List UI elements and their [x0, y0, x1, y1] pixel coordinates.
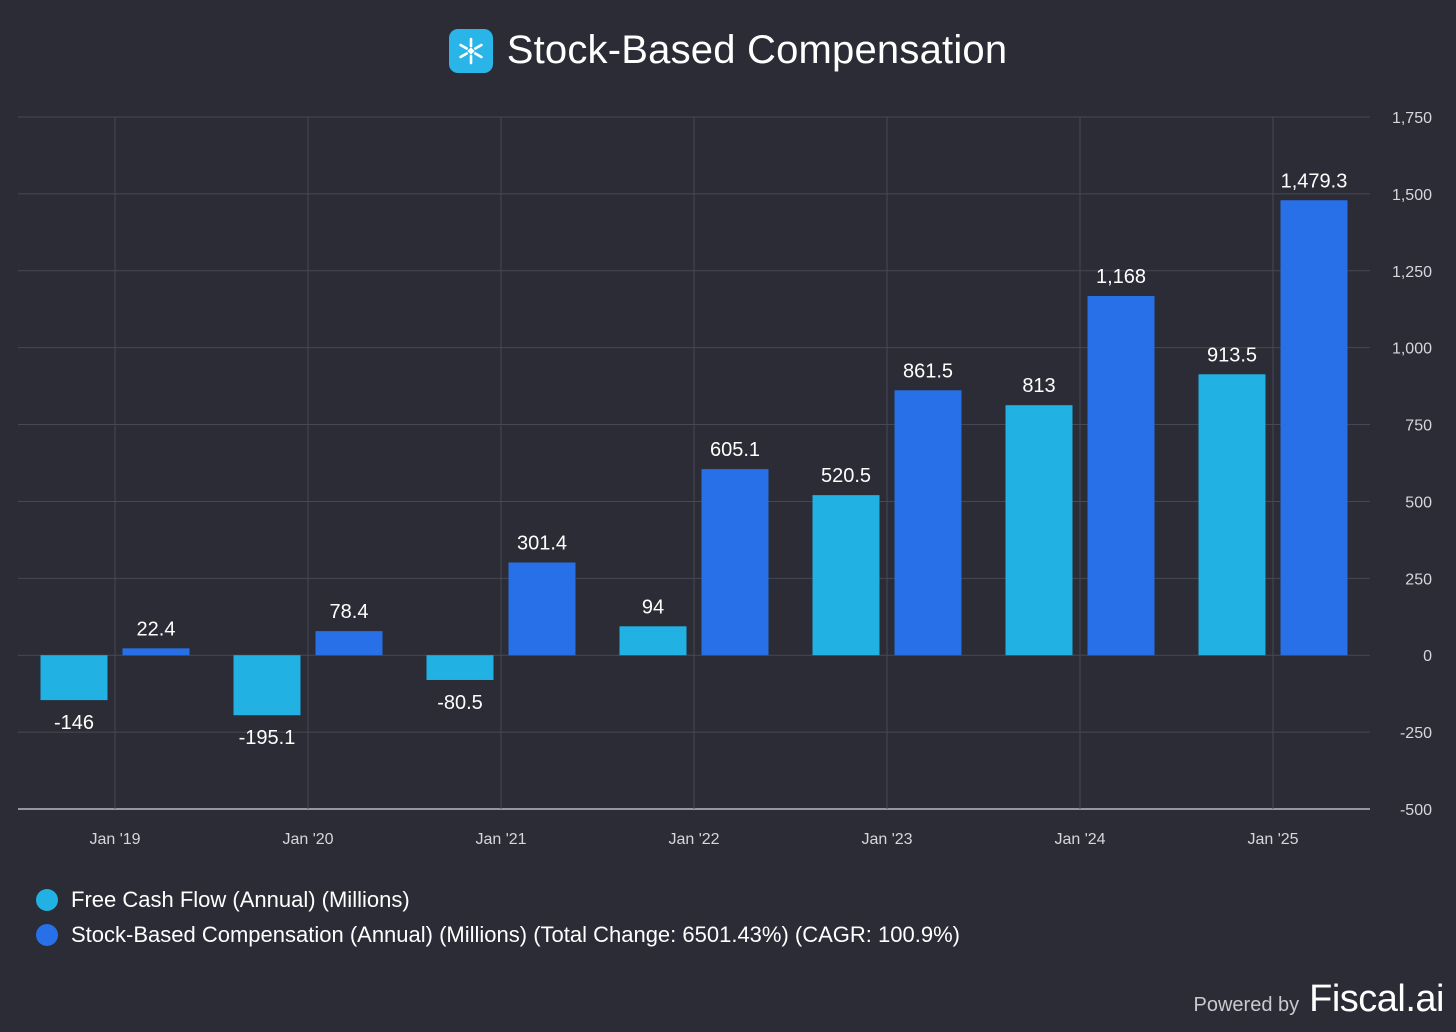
x-tick-label: Jan '25: [1247, 831, 1298, 848]
brand-logo-text: Fiscal.ai: [1309, 978, 1444, 1020]
y-tick-label: 1,500: [1392, 187, 1432, 204]
legend-item-free-cash-flow[interactable]: Free Cash Flow (Annual) (Millions): [36, 882, 960, 917]
bar-stock-based-compensation: [1280, 200, 1348, 656]
x-tick-label: Jan '21: [475, 831, 526, 848]
data-label: 94: [642, 596, 664, 618]
powered-by-footer[interactable]: Powered by Fiscal.ai: [1194, 978, 1445, 1021]
legend-item-stock-based-compensation[interactable]: Stock-Based Compensation (Annual) (Milli…: [36, 917, 960, 952]
snowflake-icon: [448, 28, 493, 73]
data-label: 301.4: [517, 533, 567, 555]
y-tick-label: 250: [1405, 571, 1432, 588]
bar-free-cash-flow: [233, 655, 301, 716]
chart-header: Stock-Based Compensation: [0, 28, 1456, 73]
data-label: 22.4: [137, 618, 176, 640]
x-tick-label: Jan '19: [89, 831, 140, 848]
data-label: 1,479.3: [1281, 170, 1348, 192]
legend-label-stock-based-compensation: Stock-Based Compensation (Annual) (Milli…: [71, 921, 960, 947]
bar-stock-based-compensation: [315, 631, 383, 656]
data-label: -146: [54, 712, 94, 734]
legend-label-free-cash-flow: Free Cash Flow (Annual) (Millions): [71, 886, 410, 912]
x-tick-label: Jan '24: [1054, 831, 1105, 848]
chart-title: Stock-Based Compensation: [506, 28, 1008, 72]
bar-stock-based-compensation: [1087, 295, 1155, 656]
bar-chart: 1,750 1,500 1,250 1,000 750 500 250 0 -250 -500 Ja…: [18, 110, 1432, 848]
data-label: 913.5: [1207, 344, 1257, 366]
y-tick-label: 750: [1405, 418, 1432, 435]
y-tick-label: 0: [1423, 648, 1432, 665]
data-label: 1,168: [1096, 266, 1146, 288]
legend-swatch-stock-based-compensation: [36, 923, 58, 946]
chart-legend: Free Cash Flow (Annual) (Millions) Stock…: [36, 882, 960, 952]
bar-free-cash-flow: [40, 655, 108, 701]
data-label: -195.1: [239, 727, 296, 749]
y-tick-label: -500: [1400, 802, 1432, 819]
powered-by-text: Powered by: [1193, 994, 1300, 1016]
data-label: -80.5: [437, 692, 483, 714]
x-tick-label: Jan '22: [668, 831, 719, 848]
bar-stock-based-compensation: [508, 562, 576, 656]
x-tick-label: Jan '20: [282, 831, 333, 848]
legend-swatch-free-cash-flow: [36, 888, 58, 911]
bar-free-cash-flow: [426, 655, 494, 680]
bar-stock-based-compensation: [701, 469, 769, 656]
x-tick-label: Jan '23: [861, 831, 912, 848]
data-label: 813: [1022, 375, 1055, 397]
bar-stock-based-compensation: [122, 648, 190, 656]
bar-stock-based-compensation: [894, 390, 962, 656]
y-tick-label: 1,250: [1392, 264, 1432, 281]
data-label: 605.1: [710, 439, 760, 461]
data-label: 78.4: [330, 601, 369, 623]
bar-free-cash-flow: [619, 626, 687, 656]
y-tick-label: -250: [1400, 725, 1432, 742]
bar-free-cash-flow: [1005, 405, 1073, 656]
data-label: 861.5: [903, 360, 953, 382]
y-tick-label: 1,750: [1392, 110, 1432, 127]
bar-free-cash-flow: [812, 495, 880, 656]
data-label: 520.5: [821, 465, 871, 487]
y-tick-label: 1,000: [1392, 341, 1432, 358]
bar-free-cash-flow: [1198, 374, 1266, 656]
y-tick-label: 500: [1405, 494, 1432, 511]
